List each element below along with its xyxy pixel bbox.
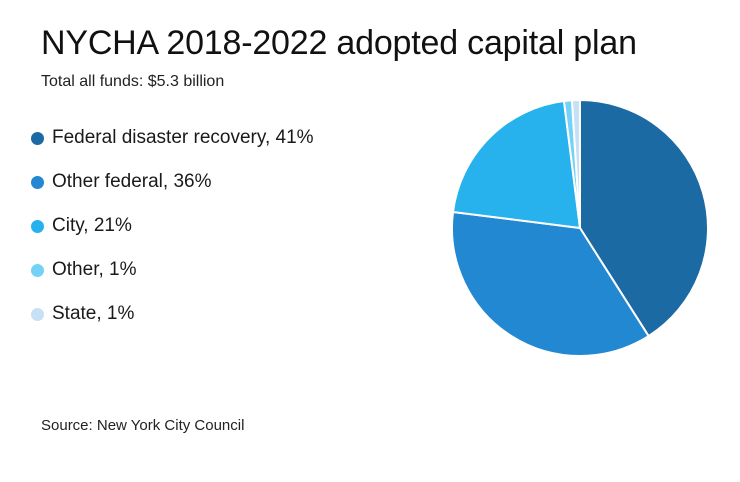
legend-item: Federal disaster recovery, 41% [31,116,314,160]
legend-swatch [31,131,44,145]
legend-label: State, 1% [52,303,135,324]
legend-label: Federal disaster recovery, 41% [52,127,314,148]
legend-label: Other, 1% [52,259,137,280]
legend-item: Other federal, 36% [31,160,314,204]
pie-slice-other-federal [451,210,650,357]
pie-slice-state [570,99,581,229]
chart-subtitle: Total all funds: $5.3 billion [41,73,225,90]
legend-label: Other federal, 36% [52,171,212,192]
source-note: Source: New York City Council [41,417,245,434]
legend-swatch [31,307,44,321]
legend-swatch [31,263,44,277]
legend: Federal disaster recovery, 41% Other fed… [31,116,314,336]
legend-item: Other, 1% [31,248,314,292]
legend-label: City, 21% [52,215,132,236]
legend-item: City, 21% [31,204,314,248]
pie-chart [451,99,709,357]
chart-title: NYCHA 2018-2022 adopted capital plan [41,24,637,62]
pie-slice-city [452,100,581,229]
legend-swatch [31,175,44,189]
legend-item: State, 1% [31,292,314,336]
legend-swatch [31,219,44,233]
